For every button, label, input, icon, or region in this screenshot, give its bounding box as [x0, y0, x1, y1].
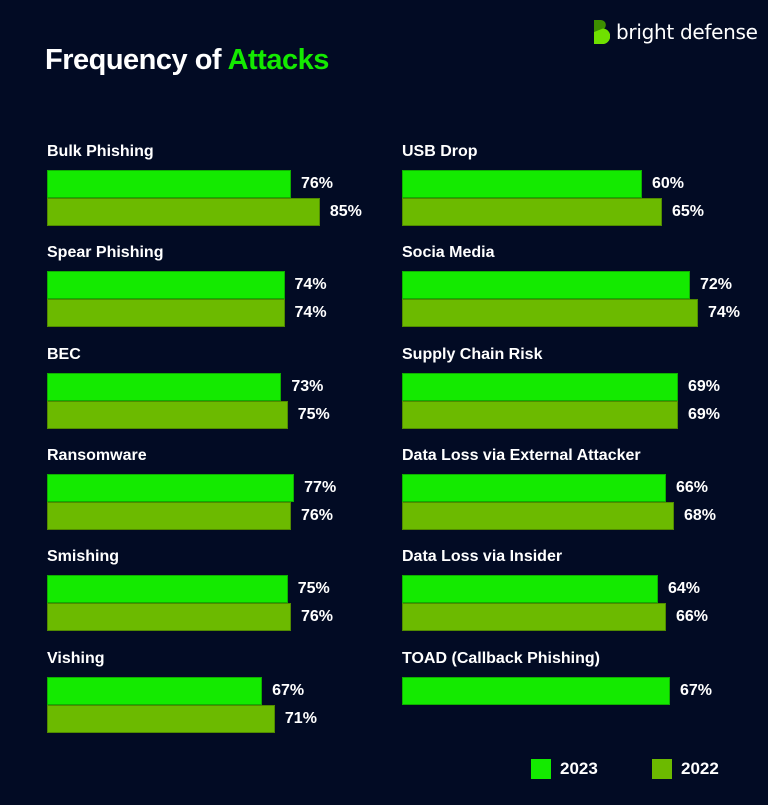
- value-label: 74%: [294, 304, 327, 322]
- bar-2022: [402, 198, 662, 226]
- category-label: Spear Phishing: [47, 244, 164, 262]
- bar-2023: [47, 170, 291, 198]
- title-accent: Attacks: [227, 44, 330, 76]
- bar-2023: [47, 271, 285, 300]
- bar-2022: [47, 198, 320, 226]
- category-label: USB Drop: [402, 143, 478, 160]
- bar-2023: [402, 676, 670, 705]
- bar-2023: [402, 575, 658, 604]
- value-label: 77%: [304, 478, 337, 496]
- category-label: Vishing: [47, 649, 105, 667]
- bar-2023: [47, 575, 288, 604]
- category-label: Bulk Phishing: [47, 143, 154, 160]
- value-label: 66%: [676, 608, 709, 626]
- value-label: 64%: [668, 580, 701, 598]
- value-label: 72%: [700, 276, 733, 294]
- category-label: BEC: [47, 345, 81, 363]
- logo: bright defense: [592, 19, 758, 45]
- category-label: TOAD (Callback Phishing): [402, 649, 600, 667]
- value-label: 75%: [297, 405, 330, 423]
- value-label: 65%: [672, 203, 705, 220]
- category-label: Supply Chain Risk: [402, 345, 543, 363]
- title-text: Frequency of: [45, 44, 228, 76]
- value-label: 68%: [684, 506, 717, 524]
- category-label: Data Loss via Insider: [402, 548, 563, 566]
- value-label: 69%: [688, 405, 721, 423]
- bar-2022: [402, 400, 678, 429]
- value-label: 67%: [680, 681, 713, 699]
- category-label: Ransomware: [47, 446, 147, 464]
- logo-text: bright defense: [616, 20, 758, 44]
- value-label: 76%: [300, 608, 333, 626]
- category-label: Data Loss via External Attacker: [402, 446, 641, 464]
- value-label: 74%: [294, 276, 327, 294]
- value-label: 75%: [297, 580, 330, 598]
- legend-swatch-2023: [531, 759, 551, 779]
- bright-defense-logo-icon: [594, 20, 610, 45]
- value-label: 67%: [272, 681, 305, 699]
- bar-2023: [402, 473, 666, 502]
- bar-2022: [47, 299, 285, 328]
- category-label: Socia Media: [402, 244, 495, 262]
- bar-2023: [402, 170, 642, 198]
- bar-2022: [402, 299, 698, 328]
- bar-2022: [402, 501, 674, 530]
- chart-title: Frequency of Attacks: [45, 44, 329, 77]
- bar-2023: [402, 372, 678, 401]
- bar-2022: [47, 603, 291, 632]
- bar-2023: [47, 372, 282, 401]
- value-label: 85%: [329, 203, 362, 220]
- value-label: 69%: [688, 377, 721, 395]
- bar-2023: [402, 271, 690, 300]
- value-label: 76%: [300, 506, 333, 524]
- value-label: 73%: [291, 377, 324, 395]
- legend-swatch-2022: [652, 759, 672, 779]
- value-label: 71%: [284, 709, 317, 727]
- bar-2022: [47, 704, 275, 733]
- bar-2023: [47, 473, 295, 502]
- value-label: 76%: [300, 175, 333, 192]
- value-label: 60%: [652, 175, 685, 192]
- bar-2022: [47, 501, 291, 530]
- bar-2022: [402, 603, 666, 632]
- bar-2023: [47, 676, 263, 705]
- value-label: 66%: [676, 478, 709, 496]
- value-label: 74%: [708, 304, 741, 322]
- bar-2022: [47, 400, 288, 429]
- legend-label-2023: 2023: [560, 759, 598, 778]
- category-label: Smishing: [47, 548, 120, 566]
- legend-label-2022: 2022: [681, 759, 719, 778]
